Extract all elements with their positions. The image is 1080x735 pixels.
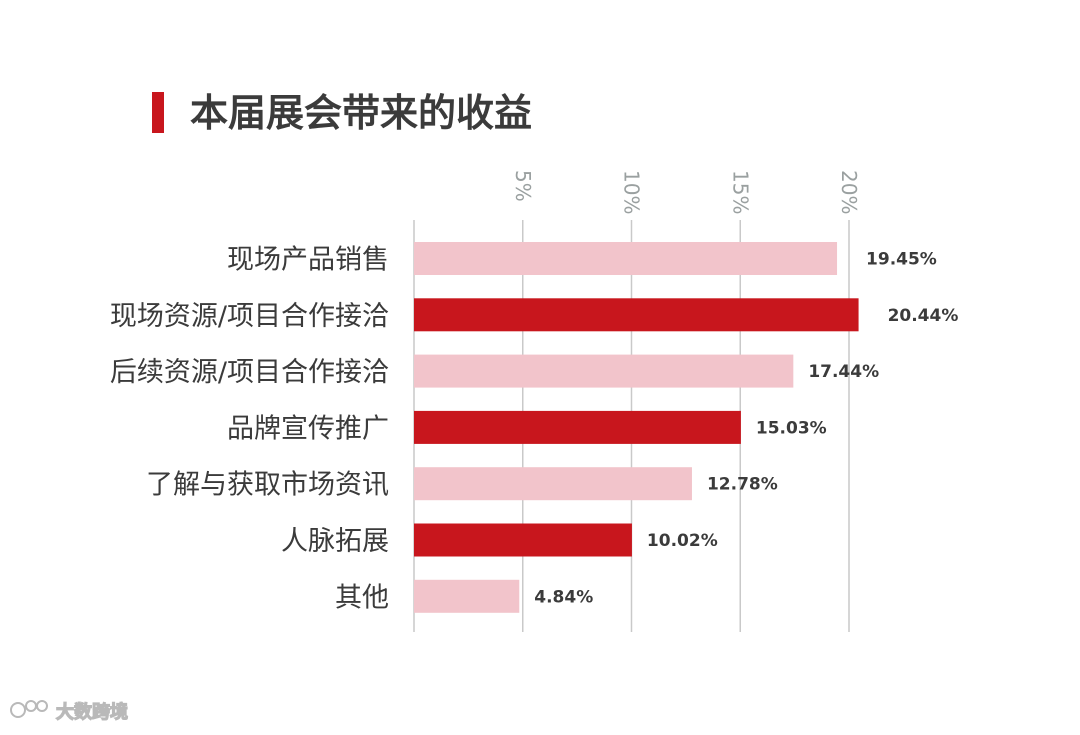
x-tick-label: 5%	[511, 170, 535, 202]
bar	[414, 579, 520, 613]
watermark-text: 大数跨境	[56, 701, 128, 723]
bar	[414, 523, 632, 557]
chart-title: 本届展会带来的收益	[190, 91, 532, 135]
category-label: 现场产品销售	[227, 245, 389, 276]
value-label: 19.45%	[866, 250, 937, 270]
bars-layer	[414, 242, 859, 613]
x-tick-label: 10%	[620, 170, 644, 214]
bar	[414, 410, 741, 444]
bar	[414, 354, 794, 388]
bar	[414, 467, 692, 501]
category-label: 品牌宣传推广	[227, 413, 389, 444]
labels-layer: 现场产品销售 19.45% 现场资源/项目合作接洽 20.44% 后续资源/项目合作接洽…	[110, 245, 958, 614]
category-label: 人脉拓展	[281, 526, 389, 557]
bar	[414, 298, 859, 332]
category-label: 后续资源/项目合作接洽	[110, 357, 389, 388]
value-label: 20.44%	[888, 306, 959, 326]
bar	[414, 242, 838, 275]
x-tick-label: 20%	[837, 170, 861, 214]
category-label: 其他	[335, 582, 389, 613]
value-label: 15.03%	[756, 418, 827, 438]
x-tick-label: 15%	[728, 170, 752, 214]
watermark-logo-icon	[10, 700, 48, 718]
grid-layer: 5% 10% 15% 20%	[413, 170, 861, 632]
value-label: 4.84%	[534, 587, 593, 607]
category-label: 了解与获取市场资讯	[146, 470, 389, 501]
value-label: 12.78%	[707, 475, 778, 495]
title-accent-marker	[152, 92, 164, 133]
watermark: 大数跨境	[10, 700, 129, 724]
value-label: 17.44%	[808, 362, 879, 382]
category-label: 现场资源/项目合作接洽	[110, 301, 389, 332]
value-label: 10.02%	[647, 531, 718, 551]
